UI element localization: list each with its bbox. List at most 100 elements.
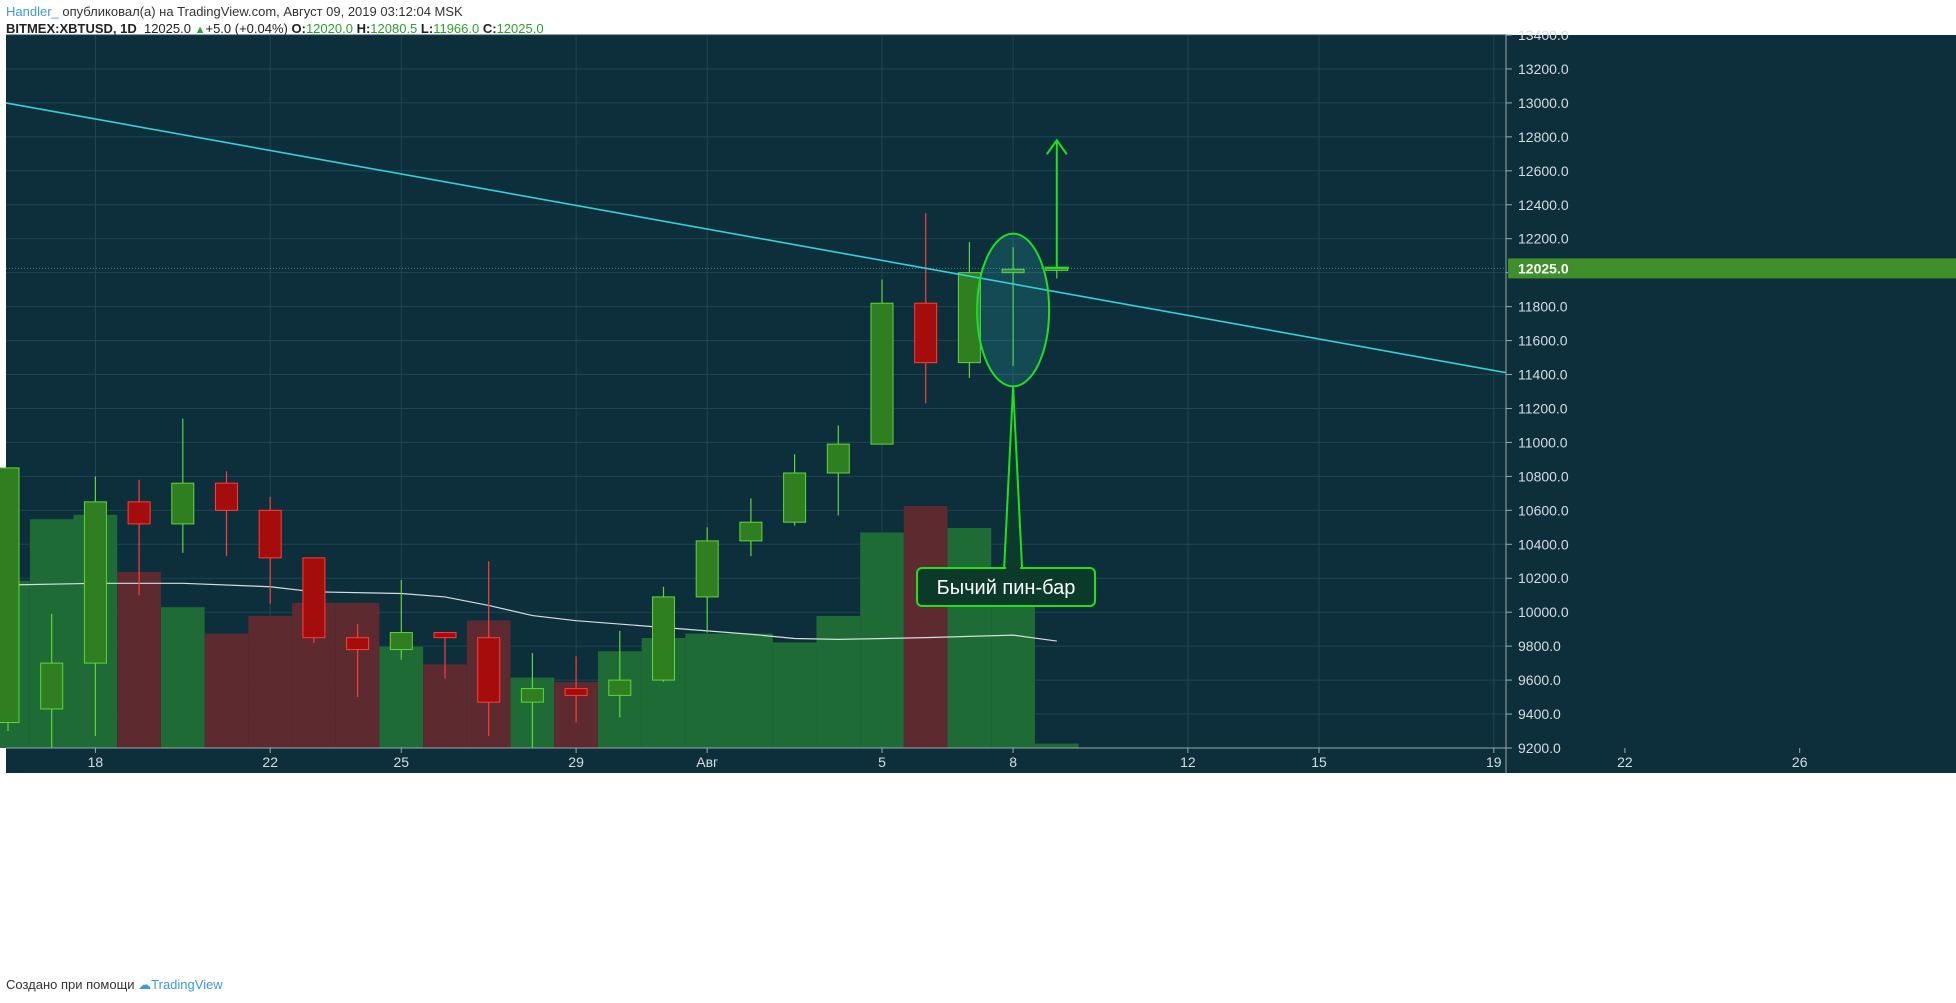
- candle: [302, 557, 326, 643]
- price-chart[interactable]: Бычий пин-бар 9200.0 9400.0 9600.0 9800.0 10…: [0, 0, 1956, 975]
- volume-bar: [204, 633, 249, 748]
- candle: [40, 613, 64, 748]
- candle-body: [783, 472, 807, 523]
- candle-body: [870, 302, 894, 445]
- price-tick-label: 11200.0: [1518, 400, 1568, 416]
- candle: [433, 632, 457, 679]
- candle-body: [215, 482, 238, 511]
- price-tick-label: 13200.0: [1518, 61, 1569, 77]
- low-label: L:: [420, 21, 434, 36]
- time-tick-label: 8: [1009, 754, 1017, 770]
- candle: [608, 630, 632, 718]
- up-arrow-icon: [1045, 138, 1068, 155]
- callout-label: Бычий пин-бар: [937, 577, 1076, 599]
- time-tick-label: 22: [262, 754, 278, 770]
- moving-average: [7, 582, 1057, 642]
- candle-body: [258, 509, 282, 559]
- volume-bar: [729, 633, 773, 748]
- candle: [83, 476, 107, 737]
- volume-bar: [816, 616, 861, 748]
- price-tick-label: 11000.0: [1518, 434, 1568, 450]
- candle-body: [389, 632, 413, 651]
- time-tick-label: 15: [1311, 754, 1327, 770]
- candle-body: [171, 482, 195, 525]
- candle-body: [302, 557, 326, 639]
- time-tick-label: 26: [1792, 754, 1808, 770]
- candle: [564, 656, 588, 723]
- candle: [258, 496, 282, 604]
- price-tick-label: 13400.0: [1518, 27, 1569, 43]
- time-tick-label: 18: [88, 754, 104, 770]
- tradingview-logo-icon[interactable]: ☁: [138, 977, 152, 992]
- price-tick-label: 12400.0: [1518, 197, 1569, 213]
- price-axis[interactable]: 9200.0 9400.0 9600.0 9800.0 10000.0 10200.0 10…: [1505, 27, 1956, 773]
- candle-body: [1001, 268, 1025, 274]
- candle-body: [127, 501, 151, 525]
- price-tick-label: 11600.0: [1518, 333, 1568, 349]
- candle: [826, 425, 850, 516]
- volume-bar: [685, 633, 730, 748]
- price-tick-label: 13000.0: [1518, 95, 1569, 111]
- time-tick-label: 19: [1486, 754, 1502, 770]
- price-tick-label: 12600.0: [1518, 163, 1569, 179]
- volume-bar: [772, 642, 817, 748]
- open-value: 12020.0: [305, 21, 353, 36]
- annotation-group: Бычий пин-бар: [916, 138, 1096, 607]
- candle-body: [83, 501, 107, 664]
- up-triangle-icon: ▲: [194, 24, 206, 36]
- candle-body: [739, 521, 763, 542]
- candle: [171, 418, 195, 553]
- volume-bar: [117, 572, 161, 748]
- symbol-label: BITMEX:XBTUSD, 1D: [6, 21, 137, 36]
- candle: [346, 624, 370, 698]
- candle: [215, 471, 238, 557]
- candle: [914, 213, 938, 404]
- high-label: H:: [356, 21, 371, 36]
- price-axis-bg: [1506, 35, 1956, 773]
- volume-bar: [860, 532, 904, 748]
- close-value: 12025.0: [496, 21, 544, 36]
- pin-bar-ellipse: [976, 232, 1051, 388]
- candle: [1001, 247, 1025, 367]
- callout-join: [1006, 567, 1021, 571]
- candle-body: [914, 302, 938, 364]
- high-value: 12080.5: [370, 21, 418, 36]
- time-axis[interactable]: 18 22 25 29 Авг 5 8 12 15 19 22 26: [6, 747, 1808, 770]
- change-value: +5.0 (+0.04%): [205, 21, 288, 36]
- time-tick-label: 25: [394, 754, 410, 770]
- candle-body: [608, 679, 632, 696]
- price-tick-label: 11800.0: [1518, 299, 1568, 315]
- tradingview-link[interactable]: TradingView: [151, 977, 223, 992]
- candle: [739, 498, 763, 557]
- candle-body: [520, 688, 544, 703]
- candle: [957, 242, 981, 378]
- candles: [0, 213, 1069, 748]
- price-tick-label: 11400.0: [1518, 367, 1568, 383]
- author-link[interactable]: Handler_: [6, 4, 59, 19]
- price-tick-label: 12800.0: [1518, 129, 1569, 145]
- footer: Создано при помощи ☁TradingView: [6, 977, 223, 993]
- price-tick-label: 10000.0: [1518, 604, 1569, 620]
- volume-bar: [903, 506, 948, 748]
- publish-info: опубликовал(а) на TradingView.com, Авгус…: [62, 4, 463, 19]
- candle-body: [826, 443, 850, 474]
- price-tick-label: 9800.0: [1518, 638, 1561, 654]
- candle-body: [652, 596, 675, 681]
- candle-body: [564, 688, 588, 696]
- time-tick-label: 29: [568, 754, 584, 770]
- grid-lines: [6, 34, 1801, 749]
- time-tick-label: 22: [1617, 754, 1633, 770]
- price-tick-label: 10400.0: [1518, 536, 1569, 552]
- candle-body: [477, 637, 501, 703]
- price-tick-label: 12200.0: [1518, 231, 1569, 247]
- candle: [783, 454, 807, 526]
- price-tick-label: 10800.0: [1518, 468, 1569, 484]
- volume-bar: [248, 616, 293, 748]
- volume-bar: [379, 646, 424, 748]
- price-tick-label: 10200.0: [1518, 570, 1569, 586]
- price-tick-label: 9200.0: [1518, 740, 1561, 756]
- price-tick-label: 10600.0: [1518, 502, 1569, 518]
- candle: [127, 479, 151, 596]
- last-price: 12025.0: [143, 21, 191, 36]
- candle: [0, 467, 20, 732]
